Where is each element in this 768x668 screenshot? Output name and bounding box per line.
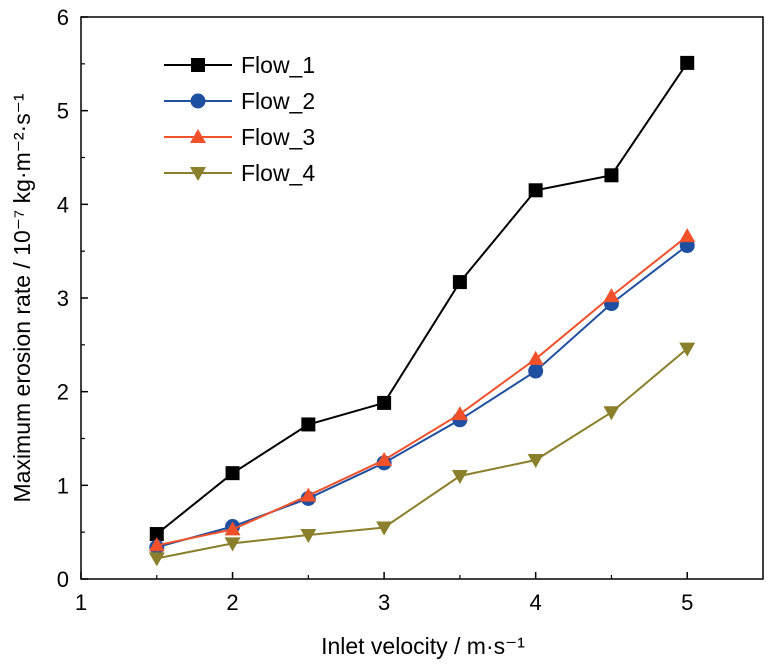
legend-label: Flow_2 [241,88,315,114]
legend-item: Flow_3 [164,124,315,150]
y-tick-label: 4 [57,192,69,217]
data-point [376,452,393,467]
x-tick-label: 3 [378,590,390,615]
legend-item: Flow_4 [164,160,315,186]
legend-item: Flow_2 [164,88,315,114]
data-point [679,342,696,357]
data-point [528,183,543,198]
y-tick-label: 6 [57,5,69,30]
legend-item: Flow_1 [164,52,315,78]
y-tick-label: 1 [57,473,69,498]
data-point [527,350,544,365]
data-point [224,537,241,552]
series-flow-3 [148,228,696,552]
data-point [452,275,467,290]
data-point [680,55,695,70]
series-line [156,244,688,549]
legend-marker [190,93,206,109]
x-axis-label: Inlet velocity / m·s⁻¹ [321,633,525,659]
legend-label: Flow_1 [241,52,315,78]
x-tick-label: 2 [226,590,238,615]
data-point [300,528,317,543]
series-layer [148,55,696,567]
x-tick-label: 4 [530,590,542,615]
y-tick-label: 5 [57,99,69,124]
legend-marker [190,129,206,143]
series-line [156,62,689,535]
data-point [451,469,468,484]
legend-marker [191,58,205,72]
data-point [148,552,165,567]
data-point [149,527,164,542]
data-point [527,454,544,469]
legend-label: Flow_4 [241,160,315,186]
data-point [451,406,468,421]
x-tick-label: 1 [75,590,87,615]
data-point [603,288,620,303]
data-point [679,228,696,243]
series-line [156,235,688,547]
legend-label: Flow_3 [241,124,315,150]
data-point [376,521,393,536]
data-point [528,363,544,379]
y-axis-label: Maximum erosion rate / 10⁻⁷ kg·m⁻²·s⁻¹ [9,93,35,502]
data-point [224,521,241,536]
series-flow-4 [148,342,696,567]
data-point [300,487,317,502]
series-flow-2 [149,238,695,555]
data-point [301,417,316,432]
data-point [148,537,165,552]
y-tick-label: 0 [57,567,69,592]
data-point [603,406,620,421]
y-tick-label: 3 [57,286,69,311]
y-tick-label: 2 [57,380,69,405]
series-flow-1 [149,55,695,542]
data-point [604,168,619,183]
data-point [225,466,240,481]
legend-marker [190,167,206,181]
data-point [377,395,392,410]
x-tick-label: 5 [681,590,693,615]
series-line [156,347,688,560]
legend: Flow_1 Flow_2 Flow_3 Flow_4 [164,52,315,186]
